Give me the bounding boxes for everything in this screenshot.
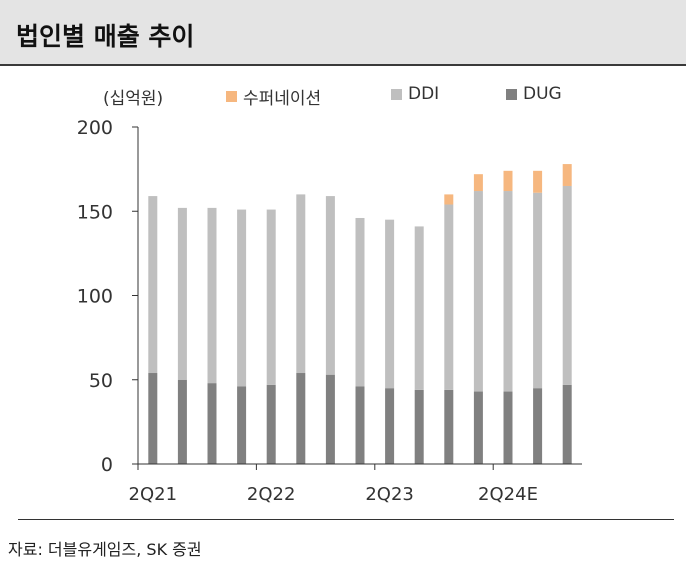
bar-dug-4q24e	[562, 384, 572, 464]
y-tick-label: 50	[89, 370, 113, 392]
bar-ddi-1q24	[473, 191, 483, 392]
bar-ddi-4q21	[207, 207, 217, 384]
bar-supernation-4q24e	[562, 164, 572, 186]
legend-item-ddi: DDI	[391, 84, 439, 104]
bar-supernation-2q24e	[503, 170, 513, 192]
bar-dug-2q21	[148, 373, 158, 464]
bar-ddi-3q23	[414, 226, 424, 390]
x-tick-label: 2Q21	[129, 484, 178, 505]
bar-ddi-2q22	[266, 209, 276, 385]
bar-dug-4q22	[325, 374, 335, 464]
x-tick-label: 2Q23	[365, 484, 414, 505]
bar-dug-2q23	[385, 388, 395, 464]
bar-dug-3q21	[177, 379, 187, 464]
x-tick-label: 2Q22	[247, 484, 296, 505]
bar-supernation-1q24	[473, 174, 483, 192]
bar-ddi-3q24e	[533, 192, 543, 389]
bar-dug-4q23	[444, 389, 454, 464]
bar-dug-1q24	[473, 391, 483, 464]
bar-ddi-2q21	[148, 196, 158, 374]
bar-dug-3q24e	[533, 388, 543, 464]
y-tick-label: 0	[101, 454, 113, 476]
legend-item-dug: DUG	[506, 84, 562, 104]
bar-dug-1q23	[355, 386, 365, 464]
unit-label: (십억원)	[103, 89, 164, 109]
bar-ddi-4q24e	[562, 185, 572, 385]
bar-ddi-4q22	[325, 196, 335, 375]
bar-supernation-3q24e	[533, 170, 543, 193]
bar-ddi-1q23	[355, 217, 365, 387]
title-bar: 법인별 매출 추이	[0, 0, 686, 66]
bar-dug-4q21	[207, 383, 217, 464]
legend-label-ddi: DDI	[408, 84, 440, 104]
legend-label-supernation: 수퍼네이션	[243, 89, 322, 109]
bar-ddi-3q21	[177, 207, 187, 380]
legend-swatch-supernation	[226, 91, 237, 102]
x-tick-label: 2Q24E	[478, 484, 538, 505]
legend-swatch-dug	[506, 88, 517, 100]
bottom-rule	[18, 519, 674, 520]
bar-dug-3q22	[296, 373, 306, 464]
y-tick-label: 100	[77, 286, 113, 308]
bar-ddi-2q24e	[503, 191, 513, 392]
bar-ddi-1q22	[237, 209, 247, 387]
legend-swatch-ddi	[391, 88, 402, 100]
y-tick-label: 200	[77, 117, 113, 139]
bar-supernation-4q23	[444, 194, 454, 205]
bar-ddi-2q23	[385, 219, 395, 389]
chart-title: 법인별 매출 추이	[16, 22, 195, 51]
y-tick-label: 150	[77, 201, 113, 223]
bar-dug-2q22	[266, 384, 276, 464]
legend-label-dug: DUG	[523, 84, 562, 104]
bar-dug-2q24e	[503, 391, 513, 464]
source-note: 자료: 더블유게임즈, SK 증권	[8, 540, 202, 559]
bar-ddi-3q22	[296, 194, 306, 374]
bar-dug-3q23	[414, 389, 424, 464]
bar-ddi-4q23	[444, 204, 454, 390]
bar-dug-1q22	[237, 386, 247, 464]
legend-item-supernation: 수퍼네이션	[226, 84, 321, 109]
